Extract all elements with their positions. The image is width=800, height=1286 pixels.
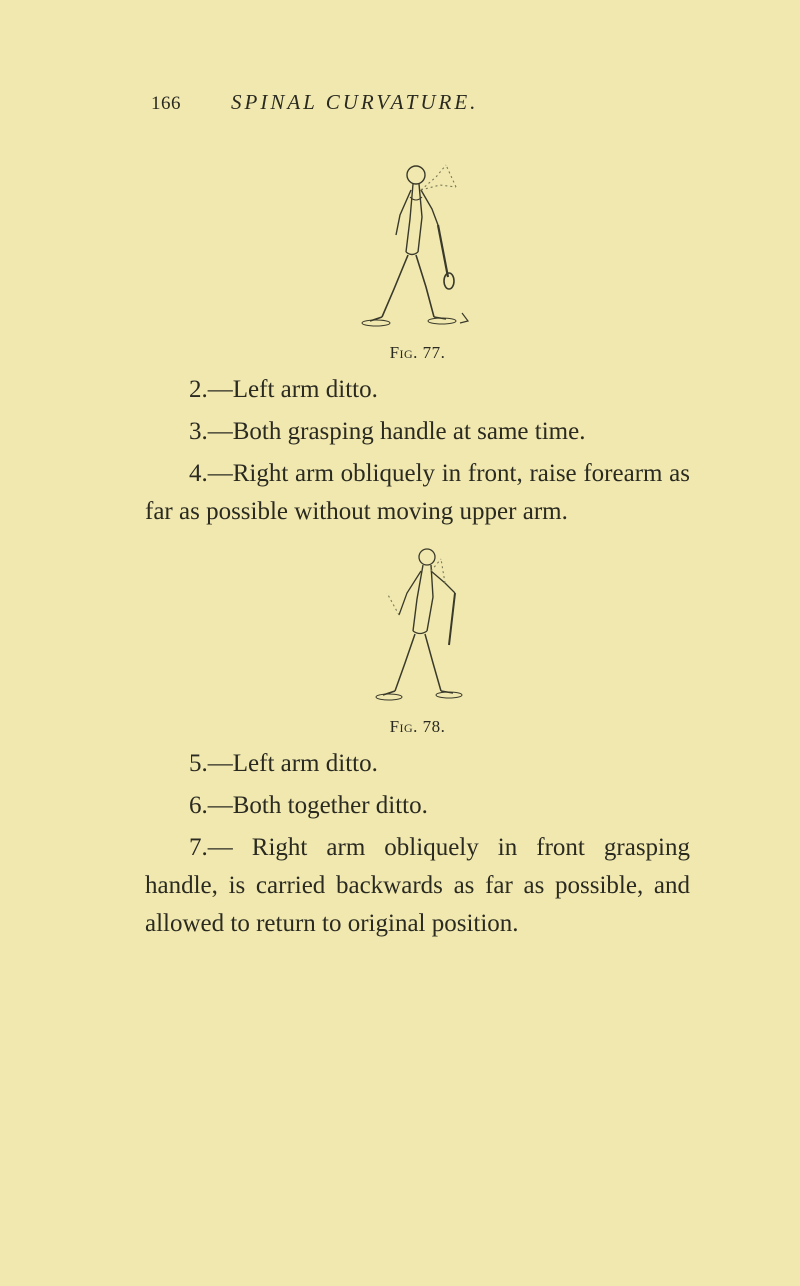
body-text-block-1: 2.—Left arm ditto. 3.—Both grasping hand… [145, 371, 690, 531]
page: 166 SPINAL CURVATURE. [0, 0, 800, 1286]
paragraph-4: 4.—Right arm obliquely in front, raise f… [145, 455, 690, 531]
body-text-block-2: 5.—Left arm ditto. 6.—Both together ditt… [145, 745, 690, 943]
figure-77-caption: Fig. 77. [390, 343, 446, 363]
paragraph-2: 2.—Left arm ditto. [145, 371, 690, 409]
figure-78: Fig. 78. [145, 541, 690, 737]
figure-77-illustration [328, 157, 508, 337]
figure-77: Fig. 77. [145, 157, 690, 363]
paragraph-6: 6.—Both together ditto. [145, 787, 690, 825]
paragraph-5: 5.—Left arm ditto. [145, 745, 690, 783]
paragraph-3: 3.—Both grasping handle at same time. [145, 413, 690, 451]
page-number: 166 [151, 93, 181, 115]
running-head: 166 SPINAL CURVATURE. [145, 90, 690, 115]
paragraph-7: 7.— Right arm obliquely in front graspin… [145, 829, 690, 943]
figure-78-illustration [333, 541, 503, 711]
figure-78-caption: Fig. 78. [390, 717, 446, 737]
running-title: SPINAL CURVATURE. [231, 90, 478, 115]
